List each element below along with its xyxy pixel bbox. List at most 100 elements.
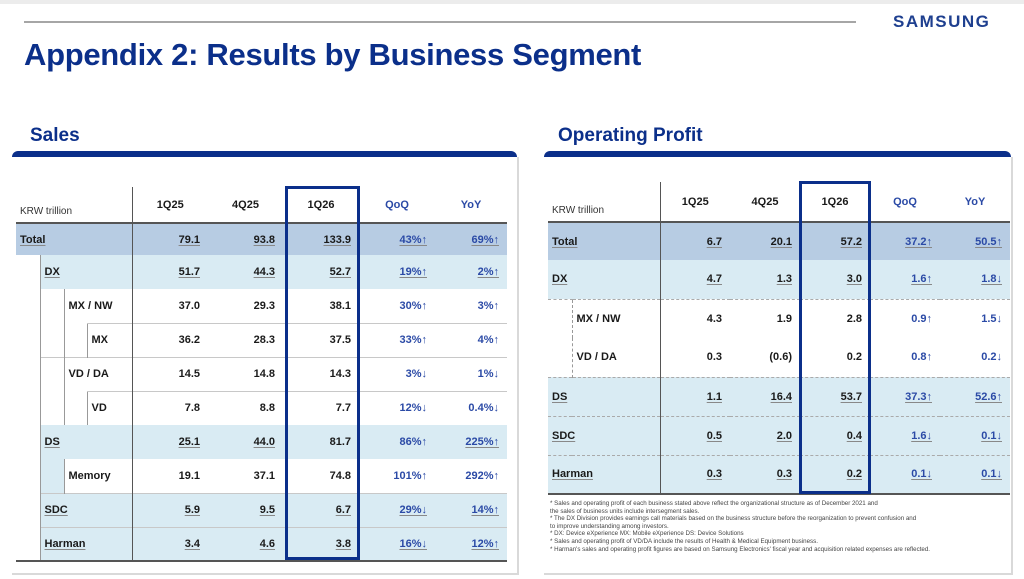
row-label: DX [552,273,568,286]
sales-row-total: Total 79.1 93.8 133.9 43%↑ 69%↑ [16,223,507,255]
sales-row-memory: Memory 19.1 37.1 74.8 101%↑ 292%↑ [16,459,507,493]
op-row-ds: DS 1.1 16.4 53.7 37.3↑ 52.6↑ [548,376,1010,416]
cell-qoq: 3%↓ [359,356,435,391]
cell-1q26: 53.7 [840,390,862,403]
cell-yoy: 0.2↓ [940,338,1010,377]
op-profit-panel [544,157,1013,575]
sales-row-dx: DX 51.7 44.3 52.7 19%↑ 2%↑ [16,255,507,289]
cell-1q25: 25.1 [178,436,200,448]
sales-col-1q25: 1Q25 [131,187,208,224]
sales-unit-label: KRW trillion [16,187,132,224]
cell-4q25: 1.9 [730,298,800,338]
cell-1q25: 0.5 [706,429,722,442]
cell-1q26: 0.2 [846,468,862,481]
cell-yoy: 0.1↓ [981,468,1002,481]
sales-row-vd-da: VD / DA 14.5 14.8 14.3 3%↓ 1%↓ [16,356,507,391]
cell-yoy: 225%↑ [465,436,499,448]
op-row-dx: DX 4.7 1.3 3.0 1.6↑ 1.8↓ [548,260,1010,299]
cell-yoy: 1.5↓ [940,298,1010,338]
row-label: Memory [63,459,132,493]
row-label: DS [552,390,568,403]
cell-1q26: 74.8 [283,459,359,493]
row-label: MX / NW [63,289,132,323]
page-title: Appendix 2: Results by Business Segment [24,37,642,72]
sales-col-yoy: YoY [435,187,507,224]
sales-title-bar [12,151,517,157]
cell-4q25: 44.0 [253,436,275,448]
cell-yoy: 3%↑ [435,289,507,323]
cell-1q25: 0.3 [706,468,722,481]
cell-4q25: 93.8 [253,233,275,246]
cell-1q26: 3.0 [846,273,862,286]
sales-row-mx: MX 36.2 28.3 37.5 33%↑ 4%↑ [16,322,507,357]
row-label: MX / NW [571,298,660,338]
row-label: Total [552,235,578,248]
cell-1q25: 1.1 [706,390,722,403]
cell-qoq: 101%↑ [359,459,435,493]
op-profit-title-bar [544,151,1011,157]
cell-1q25: 19.1 [131,459,208,493]
cell-yoy: 12%↑ [471,537,499,550]
cell-1q26: 2.8 [800,298,870,338]
cell-4q25: 9.5 [259,504,275,516]
cell-yoy: 292%↑ [435,459,507,493]
op-row-sdc: SDC 0.5 2.0 0.4 1.6↓ 0.1↓ [548,415,1010,455]
row-label: VD / DA [63,356,132,391]
cell-qoq: 37.3↑ [905,390,932,403]
footnote: the sales of business units include inte… [550,507,700,515]
cell-yoy: 4%↑ [435,322,507,357]
row-label: VD / DA [571,338,660,377]
footnote: to improve understanding among investors… [550,522,669,530]
cell-4q25: 44.3 [253,266,275,278]
op-col-1q26: 1Q26 [800,182,870,223]
cell-4q25: 37.1 [208,459,283,493]
cell-4q25: 1.3 [776,273,792,286]
cell-yoy: 50.5↑ [975,235,1002,248]
cell-4q25: 28.3 [208,322,283,357]
footnote: * Sales and operating profit of VD/DA in… [550,537,818,545]
cell-qoq: 1.6↓ [911,429,932,442]
cell-1q26: 0.2 [800,338,870,377]
cell-1q25: 36.2 [131,322,208,357]
cell-qoq: 0.9↑ [870,298,940,338]
sales-col-qoq: QoQ [359,187,435,224]
cell-1q26: 6.7 [335,504,351,516]
cell-4q25: 20.1 [770,235,792,248]
op-unit-label: KRW trillion [548,182,660,223]
cell-4q25: 16.4 [770,390,792,403]
row-label: Harman [552,468,593,481]
op-row-total: Total 6.7 20.1 57.2 37.2↑ 50.5↑ [548,222,1010,260]
cell-qoq: 86%↑ [399,436,427,448]
cell-1q26: 81.7 [329,436,351,448]
cell-yoy: 2%↑ [477,266,499,278]
cell-yoy: 69%↑ [471,233,499,246]
cell-1q25: 5.9 [184,504,200,516]
cell-4q25: 2.0 [776,429,792,442]
sales-title: Sales [30,125,80,146]
cell-1q26: 7.7 [283,390,359,425]
row-label: DS [44,436,60,448]
cell-1q26: 133.9 [323,233,351,246]
op-col-yoy: YoY [940,182,1010,223]
op-profit-title: Operating Profit [558,125,703,146]
cell-qoq: 29%↓ [399,504,427,516]
cell-1q26: 57.2 [840,235,862,248]
row-label: DX [44,266,60,278]
sales-col-4q25: 4Q25 [208,187,283,224]
cell-4q25: 4.6 [259,537,275,550]
sales-table: KRW trillion 1Q25 4Q25 1Q26 QoQ YoY Tota… [16,187,507,562]
footnote: * The DX Division provides earnings call… [550,515,917,523]
cell-1q26: 0.4 [846,429,862,442]
cell-1q25: 51.7 [178,266,200,278]
footnote: * Harman's sales and operating profit fi… [550,545,931,553]
cell-qoq: 0.8↑ [870,338,940,377]
cell-yoy: 1.8↓ [981,273,1002,286]
cell-qoq: 19%↑ [399,266,427,278]
cell-1q26: 37.5 [283,322,359,357]
cell-1q25: 7.8 [131,390,208,425]
cell-1q25: 4.3 [659,298,730,338]
cell-4q25: 0.3 [776,468,792,481]
cell-1q25: 79.1 [178,233,200,246]
cell-1q26: 52.7 [329,266,351,278]
sales-panel [12,157,519,575]
